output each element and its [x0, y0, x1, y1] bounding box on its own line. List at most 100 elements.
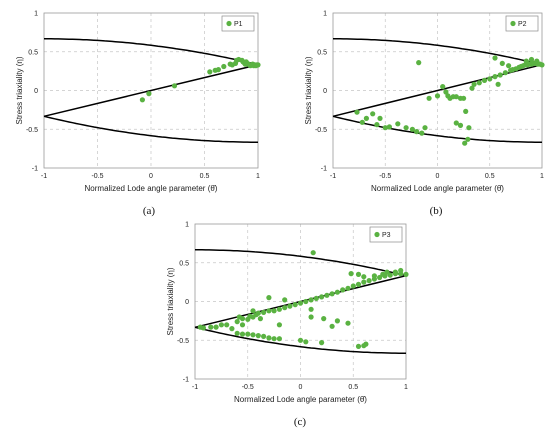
data-point [461, 95, 467, 101]
data-point [319, 294, 325, 300]
data-point [292, 302, 298, 308]
data-point [392, 269, 398, 275]
data-point [384, 269, 390, 275]
data-point [345, 285, 351, 291]
y-tick-label: -0.5 [177, 338, 189, 345]
data-point [416, 60, 422, 66]
data-point [414, 129, 420, 135]
data-point [440, 84, 446, 90]
y-axis-label: Stress triaxiality (η) [304, 56, 313, 124]
data-point [266, 308, 272, 314]
data-point [221, 63, 227, 70]
data-point [308, 297, 314, 303]
data-point [271, 308, 277, 314]
data-point [350, 283, 356, 289]
legend-label: P1 [234, 21, 243, 28]
data-point [321, 316, 327, 322]
data-point [239, 331, 246, 337]
data-point [487, 76, 493, 82]
data-point [234, 330, 240, 336]
data-point [250, 332, 256, 338]
panel-b: -1 -0.5 0 0.5 1 1 0.5 0 -0.5 -1 Normalized Lode an… [304, 11, 545, 217]
data-point [271, 336, 277, 342]
data-point [345, 320, 351, 326]
x-tick-label: -0.5 [91, 173, 103, 180]
data-point [355, 281, 362, 287]
data-point [215, 67, 221, 73]
data-point [310, 250, 316, 256]
data-point [218, 322, 224, 328]
data-point [403, 125, 409, 131]
data-point [534, 58, 540, 64]
data-point [229, 326, 235, 332]
data-point [354, 109, 360, 115]
data-point [329, 323, 335, 329]
boundary-curve-upper [195, 249, 407, 277]
data-point [329, 291, 335, 297]
data-point [471, 81, 477, 87]
data-point [457, 122, 464, 128]
x-tick-label: -1 [192, 384, 198, 391]
data-point [443, 89, 449, 95]
x-tick-label: 1 [540, 173, 544, 180]
data-point [361, 274, 367, 280]
data-point [261, 333, 267, 339]
data-point [462, 140, 468, 146]
legend-marker [374, 231, 380, 238]
data-point [422, 125, 428, 131]
data-point [266, 335, 272, 341]
legend-box [505, 15, 539, 32]
legend-box [369, 226, 403, 243]
data-point [348, 271, 354, 277]
data-point [334, 318, 340, 324]
legend-label: P3 [382, 232, 391, 239]
data-point [374, 122, 380, 128]
data-point [363, 341, 369, 347]
x-tick-label: -1 [330, 173, 336, 180]
data-point [319, 340, 325, 346]
data-point [213, 324, 219, 330]
boundary-line-plane-stress [43, 63, 259, 118]
y-tick-label: -1 [183, 377, 189, 384]
data-point [371, 273, 377, 279]
data-point [453, 94, 459, 100]
x-axis-label: Normalized Lode angle parameter (θ̄) [234, 395, 367, 404]
data-point [245, 331, 251, 337]
x-axis-label: Normalized Lode angle parameter (θ̄) [85, 184, 218, 193]
data-point [377, 115, 383, 121]
y-tick-label: 0 [34, 88, 38, 95]
y-tick-label: 0 [185, 299, 189, 306]
x-tick-label: 0.5 [348, 384, 358, 391]
data-point [539, 62, 545, 68]
y-tick-label: -1 [32, 166, 38, 173]
data-point [255, 310, 261, 316]
panel-a: -1 -0.5 0 0.5 1 1 0.5 0 -0.5 -1 Normalized Lode an… [15, 11, 261, 217]
legend-marker [510, 20, 516, 27]
y-axis-label: Stress triaxiality (η) [15, 56, 24, 124]
data-point [419, 130, 425, 136]
data-point [171, 83, 178, 89]
legend-box [221, 15, 255, 32]
data-point [234, 319, 240, 325]
x-tick-label: -0.5 [379, 173, 391, 180]
data-point [359, 119, 365, 125]
y-tick-label: 1 [34, 11, 38, 18]
data-point [499, 60, 505, 66]
panel-caption: (c) [294, 416, 307, 428]
y-tick-label: -1 [321, 166, 327, 173]
x-tick-label: -0.5 [242, 384, 254, 391]
data-point [224, 322, 230, 328]
data-point [523, 58, 529, 64]
x-tick-label: 1 [404, 384, 408, 391]
data-point [239, 322, 246, 328]
data-point [297, 337, 304, 343]
data-point [382, 125, 388, 131]
data-point [502, 70, 508, 76]
data-point [207, 69, 213, 75]
y-tick-label: 0 [323, 88, 327, 95]
data-point [276, 322, 282, 328]
data-point [395, 121, 401, 127]
boundary-curve-lower [194, 326, 406, 354]
data-point [495, 81, 501, 87]
x-tick-label: 0 [149, 173, 153, 180]
